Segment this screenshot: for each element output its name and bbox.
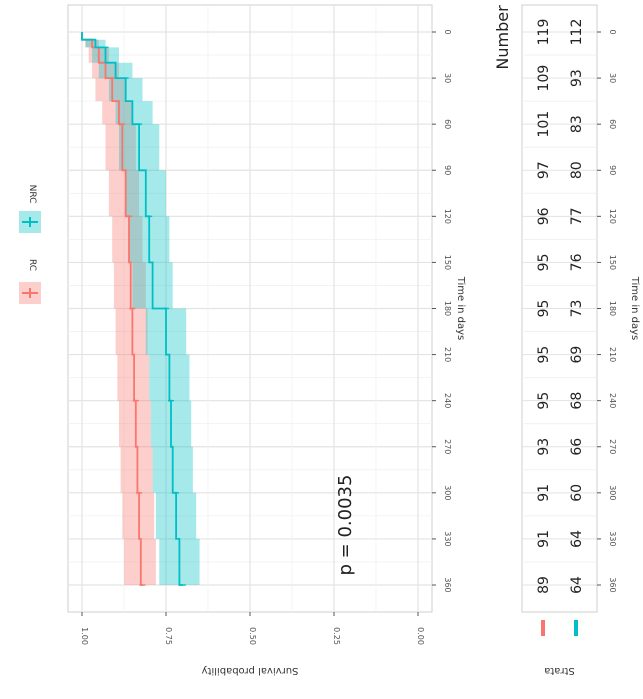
risk-cell-nrc: 76 (569, 253, 585, 271)
risk-cell-rc: 91 (536, 530, 552, 548)
x-tick-label: 240 (443, 393, 452, 408)
risk-time-label: 300 (608, 485, 617, 500)
strata-key-nrc (574, 620, 578, 636)
legend-label-rc: RC (27, 259, 37, 271)
x-tick-label: 30 (443, 73, 452, 83)
risk-cell-rc: 91 (536, 484, 552, 502)
risk-table-x-label: Time in days (629, 276, 640, 341)
x-tick-label: 330 (443, 531, 452, 546)
x-tick-label: 60 (443, 119, 452, 129)
x-tick-label: 90 (443, 165, 452, 175)
strata-key-rc (541, 620, 545, 636)
risk-time-label: 150 (608, 255, 617, 270)
legend: RC NRC (19, 185, 41, 304)
y-axis-label: Survival probability (201, 665, 298, 676)
risk-time-label: 0 (608, 29, 617, 34)
risk-table-title: Number at risk (493, 0, 512, 70)
risk-cell-rc: 109 (536, 65, 552, 92)
x-tick-label: 210 (443, 347, 452, 362)
risk-cell-nrc: 60 (569, 484, 585, 502)
risk-cell-nrc: 93 (569, 69, 585, 87)
x-tick-label: 360 (443, 577, 452, 592)
risk-time-label: 270 (608, 439, 617, 454)
x-tick-label: 180 (443, 301, 452, 316)
risk-cell-rc: 97 (536, 161, 552, 179)
y-tick-label: 0.25 (332, 627, 341, 645)
risk-time-label: 30 (608, 73, 617, 83)
y-tick-label: 0.00 (416, 627, 425, 645)
risk-time-label: 240 (608, 393, 617, 408)
strata-label: Strata (544, 665, 575, 676)
risk-cell-nrc: 64 (569, 530, 585, 548)
risk-cell-rc: 95 (536, 346, 552, 364)
risk-cell-nrc: 69 (569, 346, 585, 364)
risk-time-label: 330 (608, 531, 617, 546)
y-tick-label: 0.50 (248, 627, 257, 645)
legend-label-nrc: NRC (27, 185, 37, 204)
risk-cell-nrc: 83 (569, 115, 585, 133)
risk-cell-rc: 89 (536, 576, 552, 594)
risk-time-label: 360 (608, 577, 617, 592)
risk-time-label: 120 (608, 209, 617, 224)
risk-cell-rc: 119 (536, 19, 552, 46)
x-tick-label: 300 (443, 485, 452, 500)
risk-cell-rc: 95 (536, 254, 552, 272)
risk-cell-nrc: 112 (569, 19, 585, 46)
x-tick-label: 150 (443, 255, 452, 270)
risk-cell-nrc: 64 (569, 576, 585, 594)
risk-cell-rc: 95 (536, 300, 552, 318)
risk-time-label: 60 (608, 119, 617, 129)
risk-cell-nrc: 73 (569, 300, 585, 318)
p-value-annotation: p = 0.0035 (335, 475, 356, 576)
x-tick-label: 0 (443, 29, 452, 34)
x-tick-label: 270 (443, 439, 452, 454)
x-axis-ticks: 0 30 60 90 120 150 180 210 240 270 300 330 360 (432, 29, 452, 592)
risk-cell-nrc: 77 (569, 207, 585, 225)
y-axis-ticks: 0.00 0.25 0.50 0.75 1.00 (80, 612, 425, 645)
risk-time-label: 210 (608, 347, 617, 362)
risk-time-label: 90 (608, 165, 617, 175)
risk-cell-rc: 95 (536, 392, 552, 410)
risk-cell-rc: 93 (536, 438, 552, 456)
risk-table-strata-keys (541, 620, 578, 636)
risk-cell-rc: 101 (536, 111, 552, 138)
risk-cell-nrc: 66 (569, 438, 585, 456)
risk-cell-rc: 96 (536, 207, 552, 225)
risk-cell-nrc: 68 (569, 392, 585, 410)
risk-table-time-ticks: 0 30 60 90 120 150 180 210 240 270 300 330 360 (597, 29, 617, 592)
y-tick-label: 1.00 (80, 627, 89, 645)
x-tick-label: 120 (443, 209, 452, 224)
risk-time-label: 180 (608, 301, 617, 316)
risk-table: 119 109 101 97 96 95 95 95 95 93 91 91 89 112 93 83 80 77… (493, 0, 640, 676)
x-axis-label: Time in days (455, 276, 466, 341)
y-tick-label: 0.75 (164, 627, 173, 645)
risk-cell-nrc: 80 (569, 161, 585, 179)
